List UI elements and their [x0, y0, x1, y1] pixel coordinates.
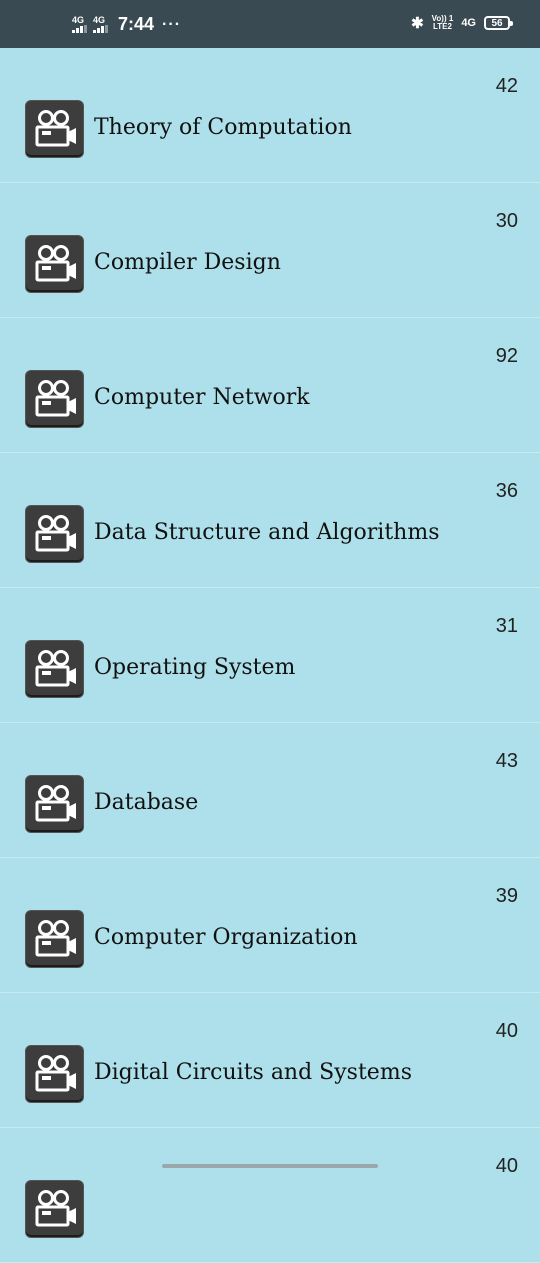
battery-icon: 56	[484, 16, 513, 30]
item-title: Computer Network	[94, 385, 310, 410]
volte-top: Vo)) 1	[431, 14, 454, 23]
video-camera-icon	[25, 505, 84, 563]
video-camera-icon	[25, 370, 84, 428]
sim2-signal-icon: 4G	[93, 16, 108, 33]
status-bar: 4G 4G 7:44 ··· ✱ Vo)) 1 LTE2 4G 56	[0, 0, 540, 48]
list-item-8[interactable]: 40 Digital Circuits and Systems	[0, 993, 540, 1128]
item-title: Theory of Computation	[94, 115, 352, 140]
item-count: 31	[495, 615, 518, 637]
item-count: 92	[495, 345, 518, 367]
item-count: 40	[495, 1020, 518, 1042]
item-title: Operating System	[94, 655, 296, 680]
list-item-7[interactable]: 39 Computer Organization	[0, 858, 540, 993]
status-right: ✱ Vo)) 1 LTE2 4G 56	[411, 14, 513, 32]
list-item-5[interactable]: 31 Operating System	[0, 588, 540, 723]
list-item-9[interactable]: 40	[0, 1128, 540, 1263]
video-camera-icon	[25, 640, 84, 698]
item-count: 30	[495, 210, 518, 232]
volte-icon: Vo)) 1 LTE2	[432, 15, 454, 31]
sim1-signal-icon: 4G	[72, 16, 87, 33]
item-title: Compiler Design	[94, 250, 281, 275]
status-left: 4G 4G 7:44 ···	[72, 14, 181, 35]
network-type: 4G	[461, 17, 476, 29]
volte-bottom: LTE2	[433, 22, 452, 31]
list-item-1[interactable]: 42 Theory of Computation	[0, 48, 540, 183]
bluetooth-icon: ✱	[411, 15, 424, 32]
item-title: Digital Circuits and Systems	[94, 1060, 412, 1085]
item-count: 36	[495, 480, 518, 502]
item-title: Database	[94, 790, 199, 815]
list-item-4[interactable]: 36 Data Structure and Algorithms	[0, 453, 540, 588]
item-count: 42	[495, 75, 518, 97]
item-count: 40	[495, 1155, 518, 1177]
video-camera-icon	[25, 1180, 84, 1238]
item-title: Computer Organization	[94, 925, 358, 950]
item-count: 43	[495, 750, 518, 772]
sim1-label: 4G	[72, 15, 85, 25]
list-item-6[interactable]: 43 Database	[0, 723, 540, 858]
video-camera-icon	[25, 1045, 84, 1103]
more-notifications-icon: ···	[162, 15, 182, 33]
topic-list: 42 Theory of Computation 30 Compiler Des…	[0, 48, 540, 1263]
clock: 7:44	[118, 14, 155, 34]
item-title: Data Structure and Algorithms	[94, 520, 440, 545]
video-camera-icon	[25, 235, 84, 293]
video-camera-icon	[25, 910, 84, 968]
video-camera-icon	[25, 100, 84, 158]
list-item-3[interactable]: 92 Computer Network	[0, 318, 540, 453]
home-indicator[interactable]	[162, 1164, 378, 1168]
sim2-label: 4G	[93, 15, 106, 25]
video-camera-icon	[25, 775, 84, 833]
battery-level: 56	[491, 17, 503, 29]
list-item-2[interactable]: 30 Compiler Design	[0, 183, 540, 318]
item-count: 39	[495, 885, 518, 907]
